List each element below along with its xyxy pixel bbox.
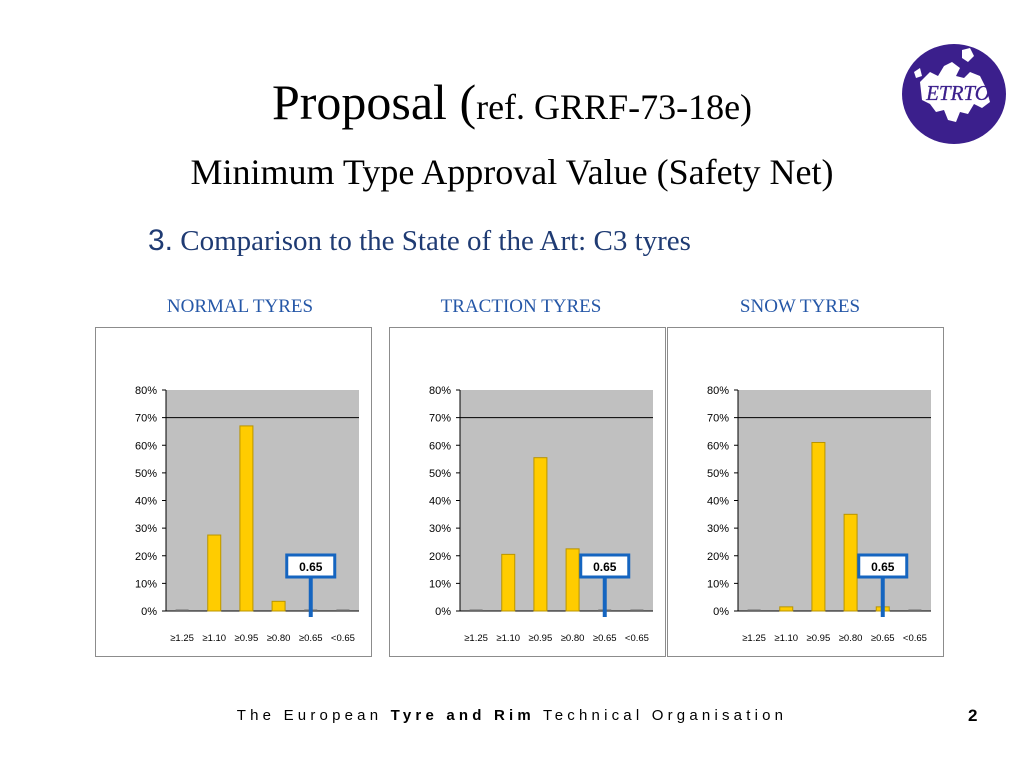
x-tick-label: ≥0.65 — [871, 633, 895, 644]
marker-label: 0.65 — [299, 560, 323, 574]
x-tick-label: <0.65 — [903, 633, 927, 644]
footer-lead: The European — [236, 707, 383, 724]
y-tick-label: 20% — [707, 551, 729, 563]
chart-panel-traction: 0% 10% 20% 30% 40% 50% 60% 70% 80% ≥1.25 ≥1.10 ≥0.9… — [389, 327, 666, 657]
bar — [239, 425, 254, 612]
y-tick-label: 60% — [135, 440, 157, 452]
x-tick-label: ≥0.65 — [299, 633, 323, 644]
x-tick-label: ≥0.80 — [561, 633, 585, 644]
chart-panel-snow: 0% 10% 20% 30% 40% 50% 60% 70% 80% ≥1.25 ≥1.10 ≥0.9… — [667, 327, 944, 657]
x-tick-label: <0.65 — [625, 633, 649, 644]
y-tick-label: 10% — [707, 578, 729, 590]
bar — [565, 548, 580, 612]
chart-traction: 0% 10% 20% 30% 40% 50% 60% 70% 80% ≥1.25 ≥1.10 ≥0.9… — [429, 385, 653, 644]
bar — [207, 534, 222, 612]
x-tick-label: ≥1.10 — [774, 633, 798, 644]
section-number: 3. — [148, 224, 174, 257]
y-tick-label: 40% — [135, 496, 157, 508]
y-tick-label: 10% — [135, 578, 157, 590]
x-tick-label: ≥1.25 — [742, 633, 766, 644]
logo-text: ETRTO — [925, 81, 990, 105]
y-tick-label: 50% — [707, 468, 729, 480]
x-tick-label: ≥0.80 — [839, 633, 863, 644]
y-tick-label: 40% — [707, 496, 729, 508]
x-tick-label: ≥0.95 — [235, 633, 259, 644]
bar — [843, 513, 858, 612]
y-tick-label: 20% — [135, 551, 157, 563]
bar — [271, 600, 286, 612]
chart-title-snow: SNOW TYRES — [739, 296, 861, 317]
page-number: 2 — [968, 706, 978, 725]
footer-bold: Tyre and Rim — [390, 707, 535, 724]
y-tick-label: 50% — [429, 468, 451, 480]
y-tick-label: 0% — [141, 606, 157, 618]
chart-panel-normal: 0% 10% 20% 30% 40% 50% 60% 70% 80% ≥1.25 ≥1.10 ≥0.9… — [95, 327, 372, 657]
chart-normal: 0% 10% 20% 30% 40% 50% 60% 70% 80% ≥1.25 ≥1.10 ≥0.9… — [135, 385, 359, 644]
y-tick-label: 10% — [429, 578, 451, 590]
y-tick-label: 0% — [435, 606, 451, 618]
y-tick-label: 30% — [135, 523, 157, 535]
slide-title-ref: ref. GRRF-73-18e) — [476, 87, 753, 127]
x-tick-label: ≥0.80 — [267, 633, 291, 644]
y-tick-label: 60% — [429, 440, 451, 452]
x-tick-label: ≥0.65 — [593, 633, 617, 644]
y-tick-label: 60% — [707, 440, 729, 452]
chart-title-traction: TRACTION TYRES — [440, 296, 602, 317]
x-tick-label: ≥1.25 — [464, 633, 488, 644]
marker-label: 0.65 — [593, 560, 617, 574]
bar — [779, 606, 794, 612]
y-tick-label: 30% — [429, 523, 451, 535]
y-tick-label: 40% — [429, 496, 451, 508]
x-tick-label: ≥0.95 — [807, 633, 831, 644]
footer: The European Tyre and Rim Technical Orga… — [0, 707, 1024, 724]
footer-tail: Technical Organisation — [543, 707, 788, 724]
x-tick-label: ≥1.10 — [202, 633, 226, 644]
y-tick-label: 20% — [429, 551, 451, 563]
y-tick-label: 70% — [135, 413, 157, 425]
chart-title-normal: NORMAL TYRES — [166, 296, 314, 317]
x-tick-label: ≥1.10 — [496, 633, 520, 644]
y-tick-label: 0% — [713, 606, 729, 618]
slide-title: Proposal (ref. GRRF-73-18e) — [0, 72, 1024, 137]
y-tick-label: 70% — [707, 413, 729, 425]
y-tick-label: 30% — [707, 523, 729, 535]
marker-label: 0.65 — [871, 560, 895, 574]
y-tick-label: 70% — [429, 413, 451, 425]
x-tick-label: ≥0.95 — [529, 633, 553, 644]
bar — [501, 553, 516, 612]
bar — [811, 441, 826, 612]
y-tick-label: 80% — [429, 385, 451, 397]
slide-title-prefix: Proposal ( — [271, 74, 477, 130]
section-text: Comparison to the State of the Art: C3 t… — [180, 225, 691, 257]
slide-subtitle: Minimum Type Approval Value (Safety Net) — [190, 152, 834, 192]
etrto-logo: ETRTO — [902, 44, 1006, 144]
x-tick-label: ≥1.25 — [170, 633, 194, 644]
y-tick-label: 80% — [135, 385, 157, 397]
section-heading: 3. Comparison to the State of the Art: C… — [148, 224, 691, 258]
bar — [533, 457, 548, 612]
chart-snow: 0% 10% 20% 30% 40% 50% 60% 70% 80% ≥1.25 ≥1.10 ≥0.9… — [707, 385, 931, 644]
y-tick-label: 80% — [707, 385, 729, 397]
x-tick-label: <0.65 — [331, 633, 355, 644]
y-tick-label: 50% — [135, 468, 157, 480]
